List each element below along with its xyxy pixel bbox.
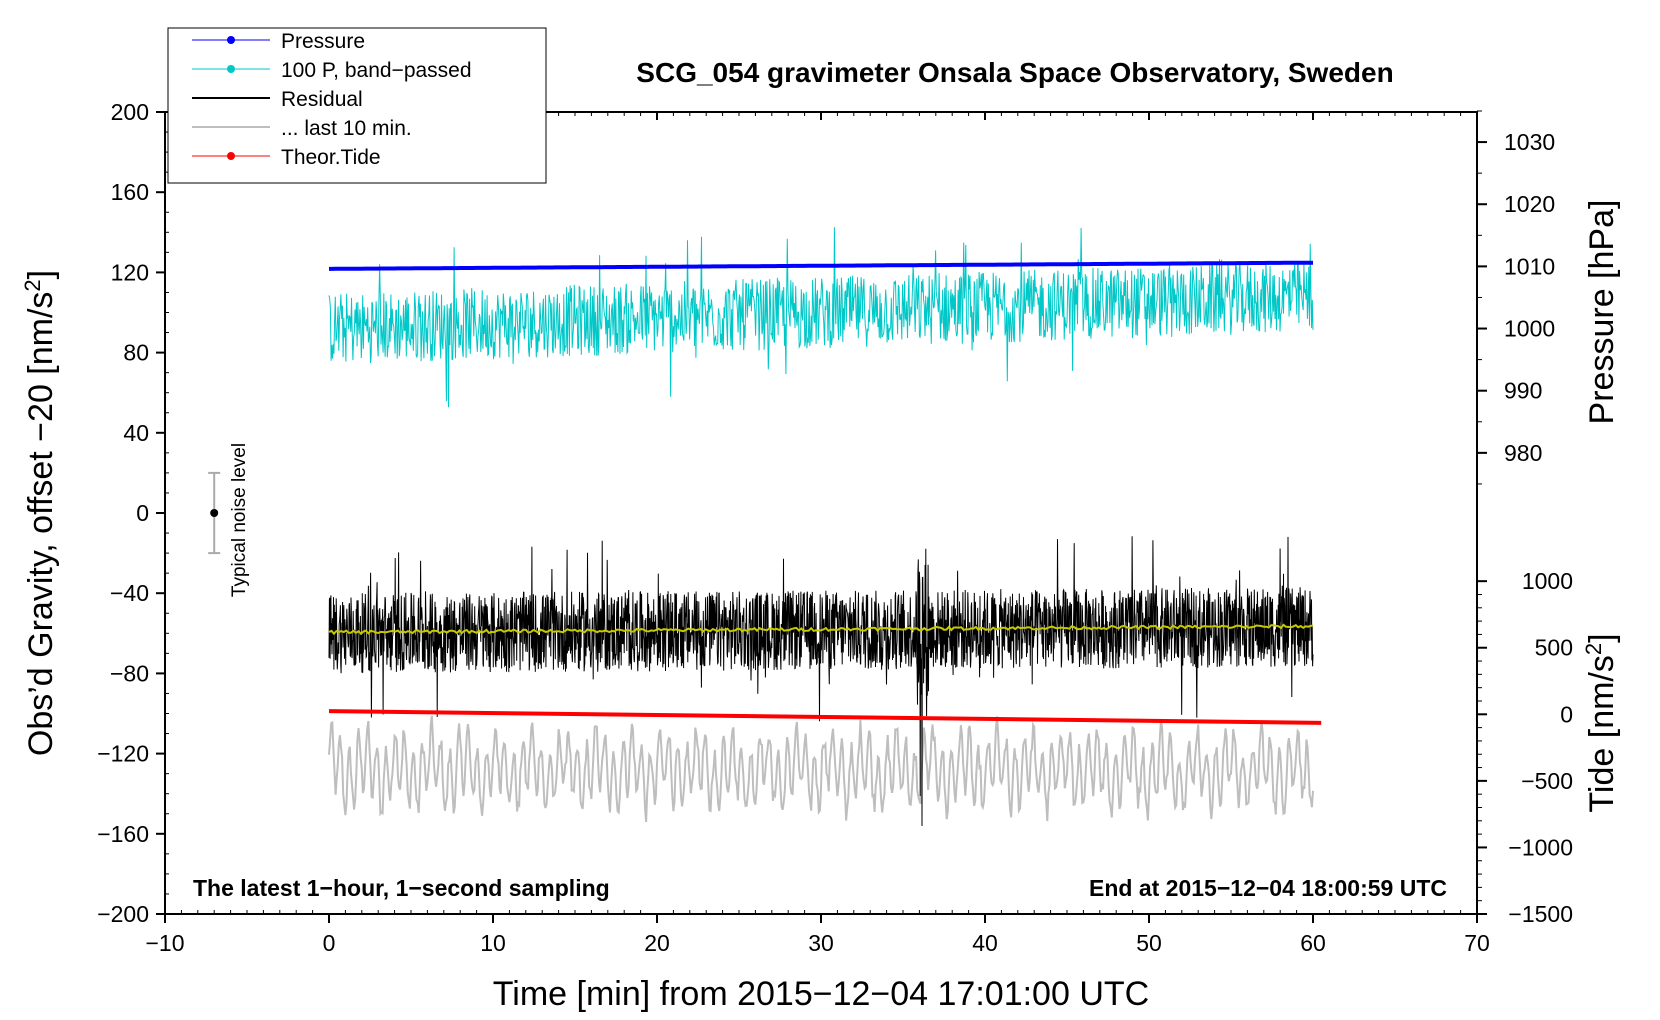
legend-label: Pressure: [281, 30, 365, 53]
legend-marker: [227, 65, 235, 73]
legend-label: Theor.Tide: [281, 146, 381, 169]
bottom-left-annotation: The latest 1−hour, 1−second sampling: [193, 875, 610, 901]
x-tick-label: 70: [1464, 930, 1490, 956]
y-tick-label: 160: [111, 179, 149, 205]
legend-marker: [227, 152, 235, 160]
pressure-tick-label: 990: [1504, 378, 1542, 404]
series-last-10-min: [328, 715, 1314, 822]
pressure-tick-label: 980: [1504, 440, 1542, 466]
legend-label: 100 P, band−passed: [281, 59, 472, 82]
x-axis-ticks: −10 0 10 20 30 40 50 60 70: [145, 112, 1490, 956]
tide-tick-label: 0: [1560, 701, 1573, 727]
tide-tick-label: −500: [1521, 768, 1573, 794]
y-axis-label-tide-sup: 2: [1581, 643, 1606, 655]
tide-tick-label: 500: [1535, 635, 1573, 661]
pressure-tick-label: 1030: [1504, 129, 1555, 155]
x-tick-label: 50: [1136, 930, 1162, 956]
y-axis-label-left-end: ]: [22, 270, 60, 279]
series-layer: [328, 227, 1322, 827]
y-axis-label-tide-end: ]: [1583, 633, 1621, 642]
series-residual-smoothed: [328, 623, 1314, 636]
y-axis-label-left: Obs’d Gravity, offset −20 [nm/s2]: [20, 270, 60, 756]
noise-bar-dot: [210, 509, 219, 517]
legend-entries: Pressure 100 P, band−passed Residual ... la…: [192, 30, 472, 169]
series-pressure: [329, 260, 1313, 271]
y-axis-label-left-sup: 2: [20, 279, 45, 291]
y-tick-label: 120: [111, 259, 149, 285]
y-tick-label: −120: [97, 741, 149, 767]
legend-label: ... last 10 min.: [281, 117, 412, 140]
series-band-passed: [328, 227, 1314, 408]
tide-axis-ticks: −1500 −1000 −500 0 500 1000: [1477, 568, 1573, 927]
pressure-tick-label: 1010: [1504, 253, 1555, 279]
x-tick-label: 40: [972, 930, 998, 956]
y-axis-label-tide: Tide [nm/s2]: [1581, 633, 1621, 812]
legend: Pressure 100 P, band−passed Residual ... la…: [167, 27, 547, 184]
y-tick-label: −80: [110, 660, 149, 686]
y-tick-label: 0: [136, 500, 149, 526]
y-axis-label-left-main: Obs’d Gravity, offset −20 [nm/s: [22, 292, 60, 757]
noise-bar: [208, 471, 221, 555]
legend-marker: [227, 36, 235, 44]
noise-label: Typical noise level: [229, 443, 250, 597]
bottom-right-annotation: End at 2015−12−04 18:00:59 UTC: [1089, 875, 1447, 901]
x-tick-label: 60: [1300, 930, 1326, 956]
pressure-axis-ticks: 980 990 1000 1010 1020 1030: [1477, 110, 1555, 485]
y-tick-label: −200: [97, 901, 149, 927]
series-residual: [328, 536, 1314, 827]
y-tick-label: 200: [111, 99, 149, 125]
y-tick-label: −40: [110, 580, 149, 606]
y-axis-ticks: −200 −160 −120 −80 −40 0 40 80 120 160 200: [97, 99, 165, 927]
legend-label: Residual: [281, 88, 363, 111]
y-tick-label: 40: [123, 420, 149, 446]
x-tick-label: 10: [480, 930, 506, 956]
tide-tick-label: 1000: [1522, 568, 1573, 594]
x-tick-label: 0: [323, 930, 336, 956]
x-tick-label: 30: [808, 930, 834, 956]
tide-tick-label: −1500: [1508, 901, 1573, 927]
y-tick-label: −160: [97, 821, 149, 847]
y-tick-label: 80: [123, 340, 149, 366]
x-tick-label: −10: [145, 930, 184, 956]
tide-tick-label: −1000: [1508, 834, 1573, 860]
y-axis-label-pressure: Pressure [hPa]: [1583, 200, 1621, 425]
pressure-tick-label: 1020: [1504, 191, 1555, 217]
pressure-tick-label: 1000: [1504, 316, 1555, 342]
chart-title: SCG_054 gravimeter Onsala Space Observat…: [636, 57, 1393, 88]
x-axis-label: Time [min] from 2015−12−04 17:01:00 UTC: [493, 975, 1149, 1013]
y-axis-label-tide-main: Tide [nm/s: [1583, 655, 1621, 812]
series-theor-tide: [328, 709, 1322, 725]
x-tick-label: 20: [644, 930, 670, 956]
